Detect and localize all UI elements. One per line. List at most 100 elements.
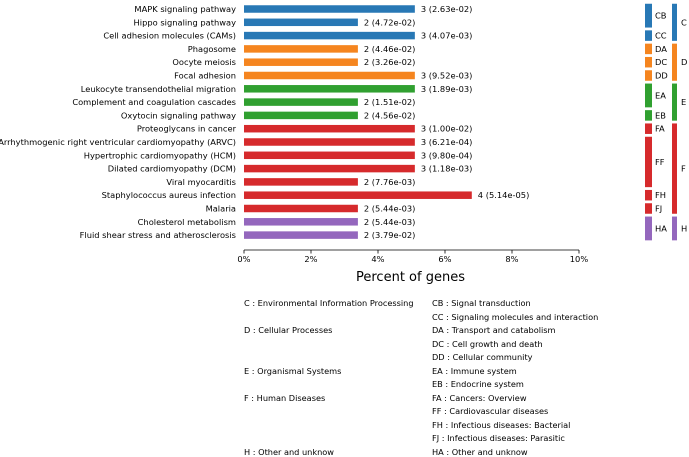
- subclass-bracket: [645, 216, 652, 241]
- legend-subclass-entry: HA : Other and unknow: [432, 446, 528, 457]
- bar-category-label: Viral myocarditis: [166, 177, 236, 187]
- bar-value-label: 2 (5.44e-03): [364, 217, 416, 227]
- subclass-label: HA: [655, 223, 667, 233]
- legend-class-entry: D : Cellular Processes: [244, 325, 333, 335]
- subclass-label: FA: [655, 124, 665, 134]
- legend-subclass-entry: EB : Endocrine system: [432, 379, 524, 389]
- bar: [244, 218, 358, 226]
- x-tick-label: 4%: [371, 254, 384, 264]
- class-bracket: [672, 216, 677, 241]
- bar-category-label: Fluid shear stress and atherosclerosis: [80, 230, 236, 240]
- bar-value-label: 2 (3.26e-02): [364, 57, 416, 67]
- bar-value-label: 3 (4.07e-03): [421, 31, 473, 41]
- legend-subclass-entry: DD : Cellular community: [432, 352, 533, 362]
- subclass-bracket: [645, 203, 652, 214]
- class-label: C: [681, 17, 687, 27]
- bar-category-label: Oxytocin signaling pathway: [121, 110, 236, 120]
- bar: [244, 191, 472, 199]
- bar-category-label: Proteoglycans in cancer: [137, 124, 237, 134]
- class-label: E: [681, 97, 686, 107]
- x-tick-label: 8%: [505, 254, 518, 264]
- bar-category-label: Dilated cardiomyopathy (DCM): [108, 164, 236, 174]
- legend-subclass-entry: EA : Immune system: [432, 365, 517, 376]
- legend-class-entry: H : Other and unknow: [244, 446, 334, 457]
- subclass-label: EA: [655, 90, 666, 100]
- bar-value-label: 3 (1.00e-02): [421, 124, 473, 134]
- bar-value-label: 2 (1.51e-02): [364, 97, 416, 107]
- bar-value-label: 3 (1.18e-03): [421, 164, 473, 174]
- legend-subclass-entry: DC : Cell growth and death: [432, 338, 543, 349]
- subclass-bracket: [645, 83, 652, 108]
- bar: [244, 58, 358, 66]
- class-label: H: [681, 223, 687, 233]
- bar: [244, 71, 415, 80]
- subclass-bracket: [645, 189, 652, 201]
- bar-category-label: Oocyte meiosis: [172, 57, 236, 67]
- bar-category-label: Leukocyte transendothelial migration: [81, 84, 236, 94]
- bar-value-label: 4 (5.14e-05): [478, 190, 530, 200]
- bar-category-label: Phagosome: [188, 44, 236, 54]
- legend-class-entry: E : Organismal Systems: [244, 365, 342, 376]
- subclass-label: EB: [655, 110, 666, 120]
- bar-value-label: 2 (7.76e-03): [364, 177, 416, 187]
- class-bracket: [672, 123, 677, 214]
- bar: [244, 18, 358, 27]
- subclass-label: FF: [655, 157, 665, 167]
- bar: [244, 5, 415, 13]
- bar: [244, 31, 415, 40]
- bar-value-label: 2 (4.56e-02): [364, 110, 416, 120]
- legend-subclass-entry: CB : Signal transduction: [432, 298, 531, 308]
- subclass-bracket: [645, 70, 652, 81]
- pathway-bar-chart: MAPK signaling pathway 3 (2.63e-02) Hippo …: [0, 3, 687, 285]
- bar-value-label: 3 (9.52e-03): [421, 71, 473, 81]
- subclass-label: FJ: [655, 204, 662, 214]
- legend-subclass-entry: FJ : Infectious diseases: Parasitic: [432, 433, 565, 443]
- bar-category-label: Cholesterol metabolism: [138, 217, 236, 227]
- bar: [244, 124, 415, 133]
- bar-category-label: Arrhythmogenic right ventricular cardiom…: [0, 137, 236, 147]
- class-bracket: [672, 43, 677, 81]
- subclass-label: CC: [655, 31, 667, 41]
- subclass-label: DD: [655, 71, 668, 81]
- x-tick-label: 0%: [237, 254, 250, 264]
- bar-category-label: Complement and coagulation cascades: [72, 97, 236, 107]
- legend-subclass-entry: CC : Signaling molecules and interaction: [432, 311, 599, 322]
- bar-value-label: 2 (3.79e-02): [364, 230, 416, 240]
- subclass-bracket: [645, 136, 652, 188]
- bar-category-label: Malaria: [206, 204, 236, 214]
- x-tick-label: 10%: [570, 254, 589, 264]
- subclass-bracket: [645, 56, 652, 68]
- class-bracket: [672, 83, 677, 121]
- bar: [244, 111, 358, 120]
- x-tick-label: 6%: [438, 254, 451, 264]
- bar-category-label: Focal adhesion: [174, 71, 236, 81]
- bar-category-label: Staphylococcus aureus infection: [102, 190, 236, 200]
- bar-value-label: 3 (1.89e-03): [421, 84, 473, 94]
- bar-category-label: MAPK signaling pathway: [134, 4, 236, 14]
- bar-value-label: 3 (9.80e-04): [421, 150, 473, 160]
- bar-value-label: 3 (6.21e-04): [421, 137, 473, 147]
- bar: [244, 85, 415, 93]
- legend-subclass-entry: FA : Cancers: Overview: [432, 392, 527, 403]
- bar: [244, 151, 415, 160]
- subclass-label: CB: [655, 11, 667, 21]
- subclass-bracket: [645, 3, 652, 28]
- bar: [244, 178, 358, 186]
- class-label: F: [681, 164, 686, 174]
- bar-value-label: 2 (4.72e-02): [364, 17, 416, 27]
- legend-subclass-entry: FF : Cardiovascular diseases: [432, 406, 549, 416]
- bar-category-label: Hypertrophic cardiomyopathy (HCM): [84, 150, 236, 160]
- subclass-label: DA: [655, 44, 667, 54]
- bar-value-label: 3 (2.63e-02): [421, 4, 473, 14]
- class-bracket: [672, 3, 677, 41]
- legend-class-entry: F : Human Diseases: [244, 392, 326, 403]
- legend-subclass-entry: DA : Transport and catabolism: [432, 325, 556, 335]
- bar: [244, 204, 358, 213]
- bar-category-label: Cell adhesion molecules (CAMs): [103, 31, 236, 41]
- bar: [244, 45, 358, 53]
- bar: [244, 231, 358, 239]
- legend-subclass-entry: FH : Infectious diseases: Bacterial: [432, 419, 571, 430]
- subclass-bracket: [645, 30, 652, 41]
- bar: [244, 138, 415, 146]
- legend-class-entry: C : Environmental Information Processing: [244, 298, 414, 308]
